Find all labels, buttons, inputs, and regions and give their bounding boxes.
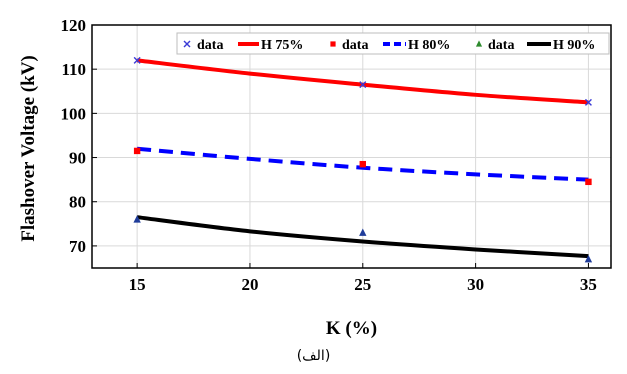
grid: [92, 24, 611, 268]
y-tick-label: 100: [61, 104, 87, 123]
legend-item: H 90%: [527, 38, 595, 53]
x-tick-label: 30: [467, 275, 484, 294]
legend-item: H 80%: [383, 38, 450, 53]
series-line: [136, 215, 589, 259]
x-tick-label: 15: [129, 275, 146, 294]
triangle-marker: [359, 228, 367, 236]
y-tick-label: 80: [69, 193, 86, 212]
y-tick-label: 90: [69, 149, 86, 168]
figure-caption: (الف): [296, 348, 331, 364]
series-line: [136, 146, 589, 182]
legend-label: data: [342, 38, 368, 53]
x-marker: [584, 98, 592, 106]
x-marker-stroke: [584, 98, 592, 106]
square-marker: [585, 178, 592, 186]
legend-item: data: [475, 38, 514, 53]
plot-frame: [91, 24, 612, 269]
y-tick-label: 70: [69, 237, 86, 256]
legend-label: H 90%: [553, 38, 595, 53]
legend-label: data: [197, 38, 223, 53]
legend: data H 75% data H 80% data H 90%: [176, 32, 610, 55]
y-axis-ticks: 70 80 90 100 110 120: [61, 16, 97, 256]
x-marker-stroke: [183, 40, 191, 48]
x-marker-stroke: [133, 56, 141, 64]
x-marker: [133, 56, 141, 64]
legend-label: data: [488, 38, 514, 53]
square-marker: [133, 147, 141, 155]
x-tick-label: 35: [580, 275, 597, 294]
legend-box: [176, 32, 610, 55]
y-axis-label: Flashover Voltage (kV): [18, 55, 39, 241]
triangle-marker: [133, 215, 141, 223]
x-axis-label: K (%): [326, 318, 377, 339]
x-tick-label: 20: [241, 275, 258, 294]
x-axis-ticks: 15 20 25 30 35: [129, 263, 597, 294]
legend-label: H 80%: [408, 38, 450, 53]
square-marker: [359, 160, 366, 168]
x-marker: [359, 81, 367, 89]
legend-label: H 75%: [261, 38, 303, 53]
legend-item: data: [183, 38, 223, 53]
x-tick-label: 25: [354, 275, 371, 294]
legend-item: data: [330, 38, 368, 53]
y-tick-label: 120: [61, 16, 87, 35]
triangle-marker: [584, 254, 593, 263]
triangle-marker: [475, 40, 483, 47]
plot-area: [133, 56, 593, 263]
x-marker-stroke: [359, 81, 367, 89]
x-marker: [183, 40, 191, 48]
square-marker: [330, 41, 336, 47]
y-tick-label: 110: [61, 60, 86, 79]
legend-item: H 75%: [238, 38, 303, 53]
